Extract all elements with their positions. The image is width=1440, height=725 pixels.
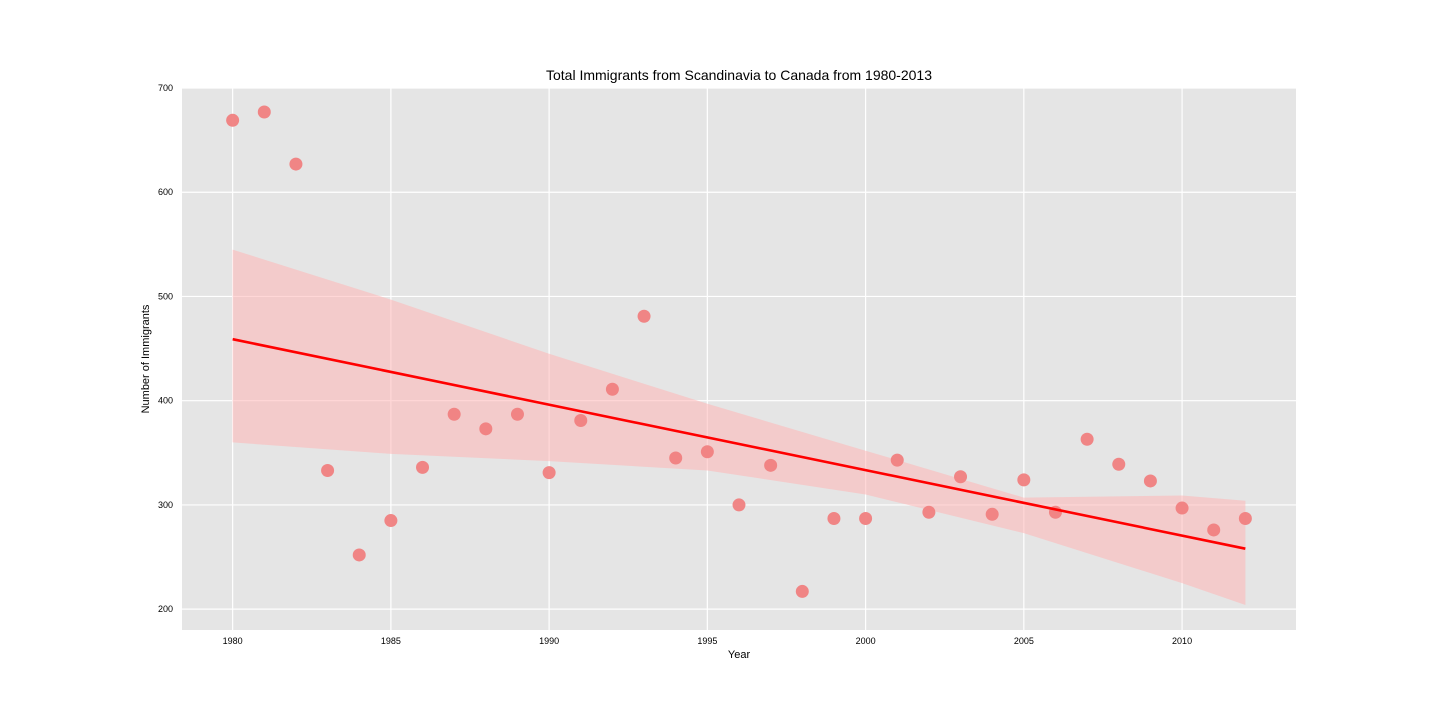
- data-point: [384, 514, 398, 528]
- y-tick-label: 600: [158, 187, 173, 197]
- data-point: [700, 445, 714, 459]
- data-point: [257, 105, 271, 119]
- y-tick-label: 500: [158, 291, 173, 301]
- x-axis-label: Year: [728, 649, 751, 661]
- data-point: [827, 511, 841, 525]
- data-points-layer: [226, 105, 1252, 598]
- x-tick-label: 2005: [1014, 636, 1034, 646]
- data-point: [226, 113, 240, 127]
- data-point: [447, 407, 461, 421]
- data-point: [479, 422, 493, 436]
- data-point: [1080, 432, 1094, 446]
- x-tick-label: 2000: [856, 636, 876, 646]
- y-tick-label: 200: [158, 604, 173, 614]
- data-point: [954, 470, 968, 484]
- y-tick-label: 300: [158, 500, 173, 510]
- x-tick-label: 1990: [539, 636, 559, 646]
- data-point: [1143, 474, 1157, 488]
- data-point: [795, 584, 809, 598]
- x-tick-label: 2010: [1172, 636, 1192, 646]
- data-point: [605, 382, 619, 396]
- data-point: [669, 451, 683, 465]
- x-tick-label: 1985: [381, 636, 401, 646]
- y-axis-label: Number of Immigrants: [140, 304, 152, 413]
- data-point: [985, 507, 999, 521]
- data-point: [859, 511, 873, 525]
- data-point: [510, 407, 524, 421]
- data-point: [637, 309, 651, 323]
- chart-title: Total Immigrants from Scandinavia to Can…: [546, 67, 932, 83]
- data-point: [321, 464, 335, 478]
- data-point: [542, 466, 556, 480]
- x-axis-ticks: 1980 1985 1990 1995 2000 2005 2010: [223, 636, 1192, 646]
- data-point: [352, 548, 366, 562]
- data-point: [289, 157, 303, 171]
- data-point: [574, 413, 588, 427]
- data-point: [922, 505, 936, 519]
- y-tick-label: 700: [158, 83, 173, 93]
- x-tick-label: 1995: [697, 636, 717, 646]
- regression-line-layer: [232, 337, 1246, 550]
- data-point: [416, 460, 430, 474]
- data-point: [732, 498, 746, 512]
- data-point: [1112, 457, 1126, 471]
- data-point: [1207, 523, 1221, 537]
- data-point: [1175, 501, 1189, 515]
- data-point: [890, 453, 904, 467]
- data-point: [1017, 473, 1031, 487]
- data-point: [1238, 511, 1252, 525]
- y-axis-ticks: 200 300 400 500 600 700: [158, 83, 173, 614]
- y-tick-label: 400: [158, 396, 173, 406]
- data-point: [764, 458, 778, 472]
- x-tick-label: 1980: [223, 636, 243, 646]
- regression-line: [232, 337, 1246, 550]
